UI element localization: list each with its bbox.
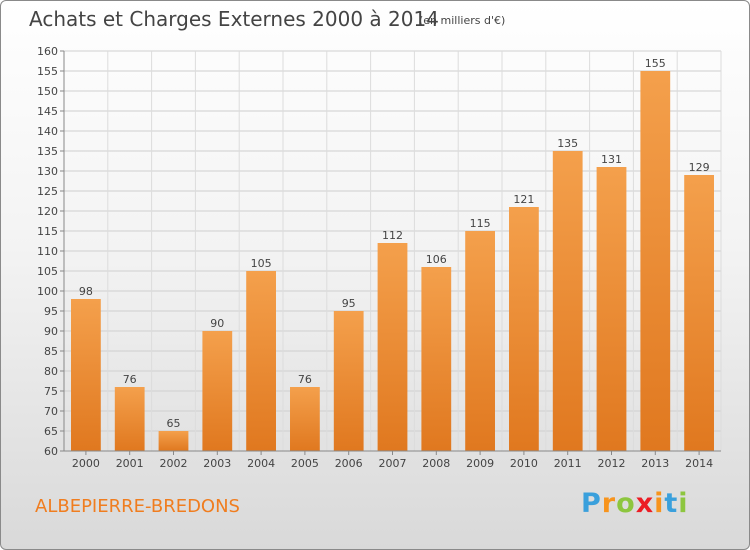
logo-letter: P (581, 488, 602, 519)
y-axis: 60 65 70 75 80 85 90 95 100 105 110 115 120 125 130 135… (37, 45, 65, 458)
y-tick-label: 100 (37, 285, 58, 298)
data-label: 129 (689, 161, 710, 174)
x-tick-label: 2003 (203, 457, 231, 470)
y-tick-label: 130 (37, 165, 58, 178)
data-label: 65 (167, 417, 181, 430)
y-tick-label: 90 (44, 325, 58, 338)
data-label: 131 (601, 153, 622, 166)
data-label: 112 (382, 229, 403, 242)
x-tick-label: 2007 (379, 457, 407, 470)
x-tick-label: 2009 (466, 457, 494, 470)
bar (377, 243, 408, 451)
bar (202, 331, 233, 451)
commune-name: ALBEPIERRE-BREDONS (35, 496, 240, 517)
y-tick-label: 75 (44, 385, 58, 398)
x-axis: 2000 2001 2002 2003 2004 2005 2006 2007 2008 2009… (64, 450, 721, 470)
x-tick-label: 2010 (510, 457, 538, 470)
bar (158, 431, 189, 451)
data-label: 95 (342, 297, 356, 310)
bar (640, 71, 671, 451)
y-tick-label: 120 (37, 205, 58, 218)
bar (333, 311, 364, 451)
bar (465, 231, 495, 451)
y-tick-label: 140 (37, 125, 58, 138)
logo-letter: i (654, 488, 665, 519)
x-tick-label: 2005 (291, 457, 319, 470)
x-tick-label: 2004 (247, 457, 275, 470)
bar (114, 387, 145, 451)
y-tick-label: 160 (37, 45, 58, 58)
logo-letter: i (678, 488, 689, 519)
bar (246, 271, 276, 451)
data-label: 76 (298, 373, 312, 386)
x-tick-label: 2006 (335, 457, 363, 470)
chart-subtitle: (en milliers d'€) (419, 14, 506, 27)
x-tick-label: 2008 (422, 457, 450, 470)
logo-letter: t (664, 488, 679, 519)
x-tick-label: 2011 (554, 457, 582, 470)
x-tick-label: 2002 (160, 457, 188, 470)
x-tick-label: 2012 (598, 457, 626, 470)
y-tick-label: 115 (37, 225, 58, 238)
logo-letter: x (635, 488, 655, 519)
bar (290, 387, 320, 451)
logo-letter: o (616, 488, 636, 519)
bar (421, 267, 452, 451)
y-tick-label: 65 (44, 425, 58, 438)
y-tick-label: 150 (37, 85, 58, 98)
data-label: 105 (251, 257, 272, 270)
x-tick-label: 2013 (641, 457, 669, 470)
y-tick-label: 125 (37, 185, 58, 198)
y-tick-label: 145 (37, 105, 58, 118)
data-label: 76 (123, 373, 137, 386)
bar (596, 167, 627, 451)
y-tick-label: 60 (44, 445, 58, 458)
y-tick-label: 95 (44, 305, 58, 318)
bar (71, 299, 101, 451)
y-tick-label: 135 (37, 145, 58, 158)
logo-letter: r (601, 488, 617, 519)
data-label: 121 (513, 193, 534, 206)
bars: 98 76 65 90 105 76 95 112 106 115 121 135 131 155 129 (71, 57, 714, 451)
x-tick-label: 2001 (116, 457, 144, 470)
bar (552, 151, 583, 451)
proxiti-logo[interactable]: Proxiti (581, 488, 689, 519)
data-label: 90 (210, 317, 224, 330)
bar (509, 207, 539, 451)
data-label: 115 (470, 217, 491, 230)
y-tick-label: 80 (44, 365, 58, 378)
y-tick-label: 155 (37, 65, 58, 78)
x-tick-label: 2000 (72, 457, 100, 470)
data-label: 106 (426, 253, 447, 266)
y-tick-label: 70 (44, 405, 58, 418)
data-label: 135 (557, 137, 578, 150)
y-tick-label: 85 (44, 345, 58, 358)
data-label: 155 (645, 57, 666, 70)
bar (684, 175, 714, 451)
y-tick-label: 105 (37, 265, 58, 278)
x-tick-label: 2014 (685, 457, 713, 470)
y-tick-label: 110 (37, 245, 58, 258)
data-label: 98 (79, 285, 93, 298)
chart-title: Achats et Charges Externes 2000 à 2014 (29, 7, 439, 31)
